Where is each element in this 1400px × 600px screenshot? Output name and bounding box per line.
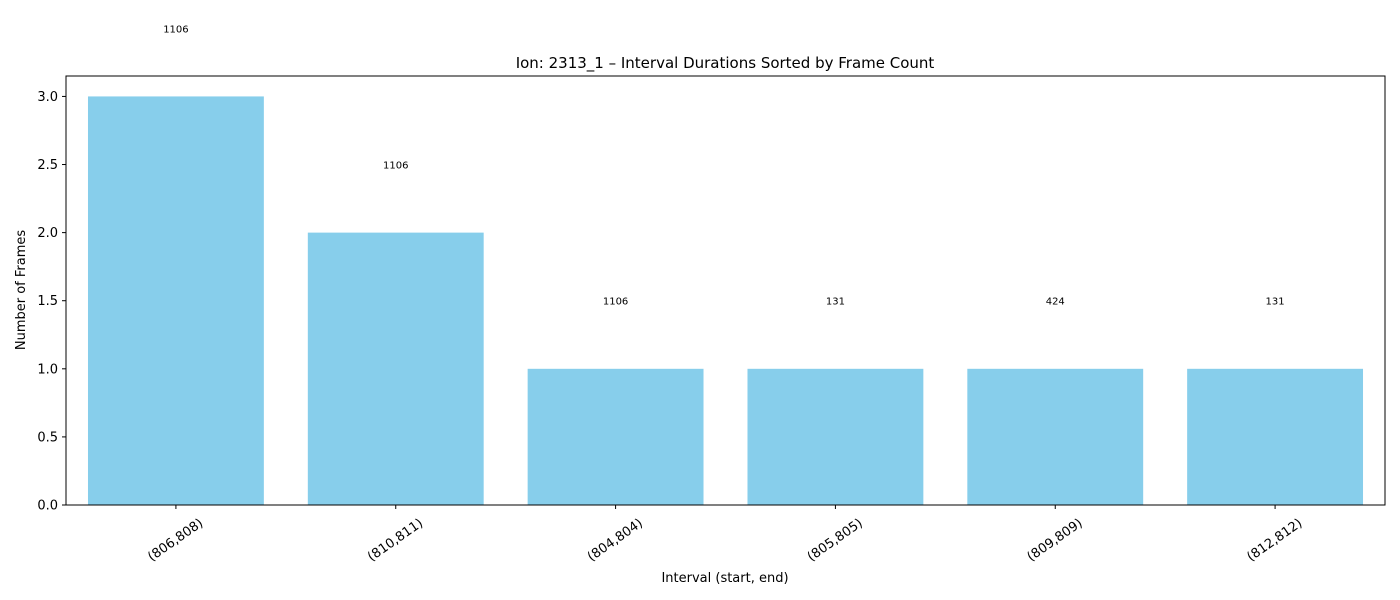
x-tick-label: (809,809) — [1025, 516, 1086, 565]
bar-annotation: 1106 — [383, 161, 408, 172]
bar — [1187, 368, 1364, 505]
y-tick-label: 0.5 — [37, 430, 58, 445]
y-axis-label: Number of Frames — [14, 230, 29, 351]
bar — [747, 368, 924, 505]
y-tick-label: 2.0 — [37, 226, 58, 241]
bar — [307, 232, 484, 505]
bar — [527, 368, 704, 505]
x-tick-label: (806,808) — [145, 516, 206, 565]
x-tick-label: (804,804) — [585, 516, 646, 565]
x-tick-label: (810,811) — [365, 516, 426, 565]
plot-frame — [65, 75, 1386, 506]
y-tick-label: 1.5 — [37, 294, 58, 309]
chart-title: Ion: 2313_1 – Interval Durations Sorted … — [516, 54, 935, 73]
y-tick-label: 3.0 — [37, 90, 58, 105]
bar-annotation: 1106 — [603, 297, 628, 308]
bar-annotation: 131 — [826, 297, 845, 308]
y-tick-label: 2.5 — [37, 158, 58, 173]
bar-annotation: 1106 — [163, 24, 188, 35]
bar — [967, 368, 1144, 505]
bar — [87, 96, 264, 505]
y-tick-label: 0.0 — [37, 499, 58, 514]
bar-annotation: 131 — [1266, 297, 1285, 308]
x-tick-label: (805,805) — [805, 516, 866, 565]
x-axis-label: Interval (start, end) — [661, 571, 788, 586]
x-tick-label: (812,812) — [1244, 516, 1305, 565]
plot-area: 1106 1106 1106 131 424 131 0.0 0.5 1.0 1.5 2.0 2.5 3… — [37, 24, 1386, 565]
y-tick-label: 1.0 — [37, 362, 58, 377]
bar-annotation: 424 — [1046, 297, 1065, 308]
